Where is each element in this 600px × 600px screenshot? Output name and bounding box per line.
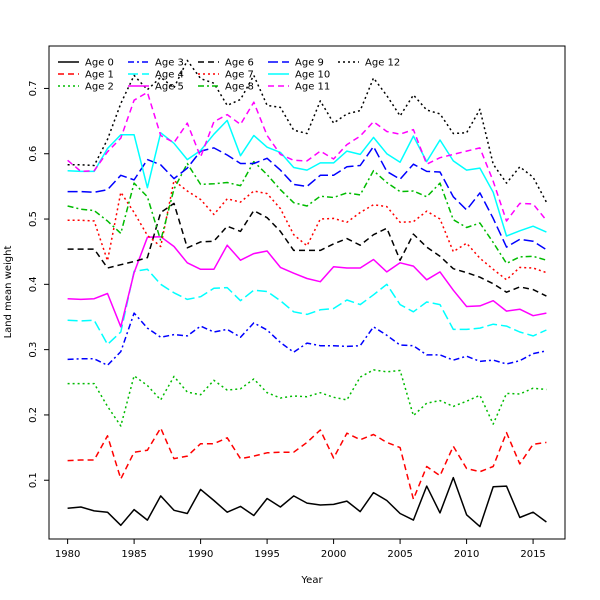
x-axis-title: Year [300,575,323,586]
x-tick-label: 2000 [321,549,346,560]
y-tick-label: 0.2 [28,407,39,423]
series-layer [67,59,548,528]
series-line-age-6 [67,202,547,297]
series-line-age-9 [67,145,547,251]
series-line-age-8 [67,160,547,265]
y-axis-title: Land mean weight [3,246,14,339]
series-line-age-4 [67,268,547,346]
series-line-age-5 [67,235,547,328]
series-line-age-2 [67,369,547,427]
legend-label: Age 9 [295,58,324,69]
y-axis: 0.1 0.2 0.3 0.4 0.5 0.6 0.7 [28,80,49,488]
y-tick-label: 0.1 [28,472,39,488]
series-line-age-0 [67,476,547,528]
y-tick-label: 0.5 [28,211,39,227]
y-tick-label: 0.3 [28,342,39,358]
x-tick-label: 2015 [520,549,545,560]
legend-label: Age 10 [295,70,330,81]
legend-label: Age 11 [295,82,330,93]
legend-label: Age 3 [155,58,184,69]
y-tick-label: 0.6 [28,146,39,162]
x-axis: 1980 1985 1990 1995 2000 2005 2010 2015 [55,539,546,560]
series-line-age-1 [67,427,547,500]
legend-label: Age 0 [85,58,114,69]
legend-label: Age 7 [225,70,254,81]
y-tick-label: 0.7 [28,80,39,96]
x-tick-label: 1980 [55,549,80,560]
legend-label: Age 5 [155,82,184,93]
x-tick-label: 2005 [387,549,412,560]
legend-label: Age 12 [365,58,400,69]
legend-label: Age 4 [155,70,184,81]
series-line-age-10 [67,119,547,237]
legend-label: Age 2 [85,82,114,93]
series-line-age-7 [67,179,547,281]
series-line-age-3 [67,312,547,367]
series-line-age-11 [67,91,547,222]
legend-label: Age 6 [225,58,254,69]
y-tick-label: 0.4 [28,276,39,292]
x-tick-label: 2010 [454,549,479,560]
x-tick-label: 1985 [121,549,146,560]
plot-frame [48,45,566,540]
legend-label: Age 8 [225,82,254,93]
legend-label: Age 1 [85,70,114,81]
x-tick-label: 1990 [188,549,213,560]
x-tick-label: 1995 [254,549,279,560]
series-line-age-12 [67,59,548,203]
